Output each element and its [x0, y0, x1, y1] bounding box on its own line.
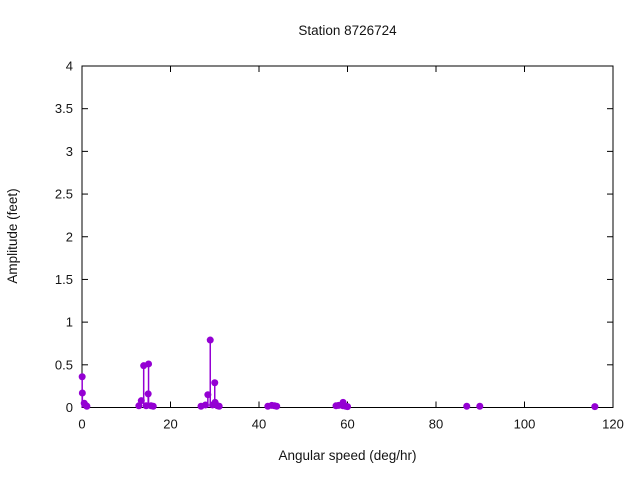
data-point — [201, 401, 209, 409]
x-tick-label: 20 — [163, 417, 177, 432]
x-tick-label: 0 — [78, 417, 85, 432]
y-tick-label: 3.5 — [55, 101, 73, 116]
data-point — [137, 397, 145, 405]
x-tick-label: 40 — [252, 417, 266, 432]
data-point — [83, 402, 91, 410]
y-tick-label: 0 — [66, 400, 73, 415]
y-tick-label: 3 — [66, 144, 73, 159]
data-point — [144, 390, 152, 398]
x-tick-label: 120 — [602, 417, 624, 432]
x-tick-label: 100 — [514, 417, 536, 432]
data-point — [591, 403, 599, 411]
data-point — [206, 336, 214, 344]
data-point — [211, 379, 219, 387]
data-point — [149, 402, 157, 410]
data-point — [204, 391, 212, 399]
data-point — [78, 389, 86, 397]
data-point — [476, 402, 484, 410]
y-tick-label: 1 — [66, 315, 73, 330]
chart-title: Station 8726724 — [298, 23, 397, 38]
y-tick-label: 1.5 — [55, 272, 73, 287]
plot-border — [81, 65, 614, 408]
data-point — [344, 403, 351, 411]
data-point — [273, 402, 281, 410]
data-point — [215, 402, 223, 410]
x-tick-label: 60 — [340, 417, 354, 432]
y-tick-label: 4 — [66, 59, 73, 74]
data-point — [463, 402, 471, 410]
y-tick-label: 2.5 — [55, 187, 73, 202]
data-point — [78, 373, 86, 381]
data-point — [145, 360, 153, 368]
x-tick-label: 80 — [429, 417, 443, 432]
x-axis-label: Angular speed (deg/hr) — [278, 448, 417, 463]
data-point — [142, 402, 150, 410]
y-tick-label: 0.5 — [55, 357, 73, 372]
y-tick-label: 2 — [66, 229, 73, 244]
